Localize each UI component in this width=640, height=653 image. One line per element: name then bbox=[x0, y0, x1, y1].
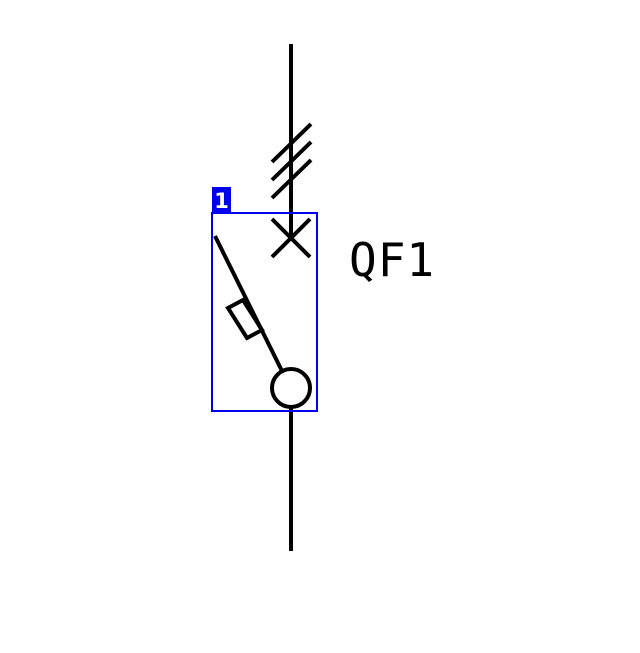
cross-stroke-b bbox=[270, 217, 312, 259]
breaker-cross-mark bbox=[270, 217, 312, 259]
three-phase-marks bbox=[270, 122, 313, 200]
phase-mark-1 bbox=[270, 122, 313, 164]
phase-mark-3 bbox=[270, 158, 313, 200]
selection-index-badge bbox=[212, 187, 231, 213]
circuit-breaker-symbol[interactable] bbox=[213, 44, 313, 551]
switch-blade bbox=[213, 235, 285, 374]
trip-element-box bbox=[225, 297, 265, 341]
component-designation: QF1 bbox=[349, 233, 435, 287]
phase-mark-2 bbox=[270, 140, 313, 182]
selection-highlight[interactable]: 1 bbox=[211, 187, 318, 412]
selection-box bbox=[211, 212, 318, 412]
selection-index-label: 1 bbox=[214, 189, 229, 213]
terminal-circle bbox=[270, 367, 312, 409]
